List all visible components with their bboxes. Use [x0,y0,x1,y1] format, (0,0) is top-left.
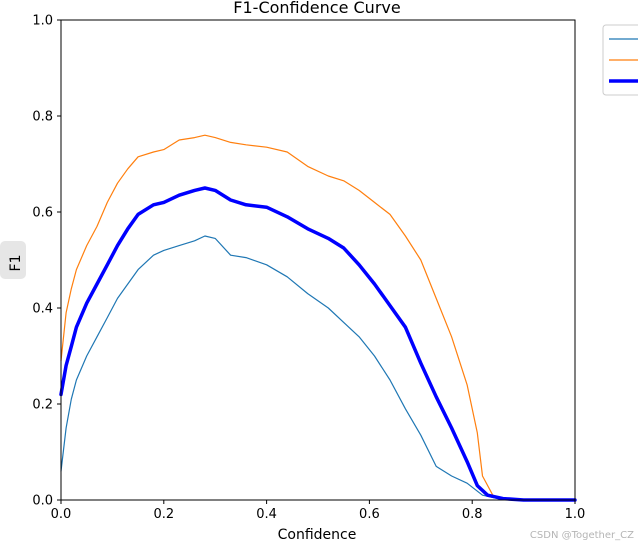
y-tick-label: 0.2 [32,398,53,413]
plot-frame [60,19,576,501]
x-tick-label: 1.0 [565,507,586,522]
ylabel-pill [0,241,26,279]
x-tick-label: 0.2 [153,507,174,522]
y-tick-label: 0.8 [32,110,53,125]
x-tick-label: 0.0 [51,507,72,522]
plot-area: 0.00.0 0.2 0.2 0.4 0.4 0.6 0.6 0.8 0.8 1.0 1.0 [32,14,585,523]
series-line-3 [59,186,577,502]
y-tick-label: 0.6 [32,206,53,221]
x-tick-label: 0.8 [462,507,483,522]
y-tick-label: 0.4 [32,302,53,317]
x-tick-label: 0.4 [256,507,277,522]
y-tick-label: 0.0 [32,494,53,509]
y-axis-label: F1 [8,255,24,272]
x-tick-label: 0.6 [359,507,380,522]
series-line-2 [60,134,576,501]
watermark: CSDN @Together_CZ [530,530,634,541]
x-axis-label: Confidence [278,527,357,543]
series-line-1 [60,235,576,501]
chart-title: F1-Confidence Curve [233,0,400,17]
y-tick-label: 1.0 [32,14,53,29]
legend [602,24,638,96]
